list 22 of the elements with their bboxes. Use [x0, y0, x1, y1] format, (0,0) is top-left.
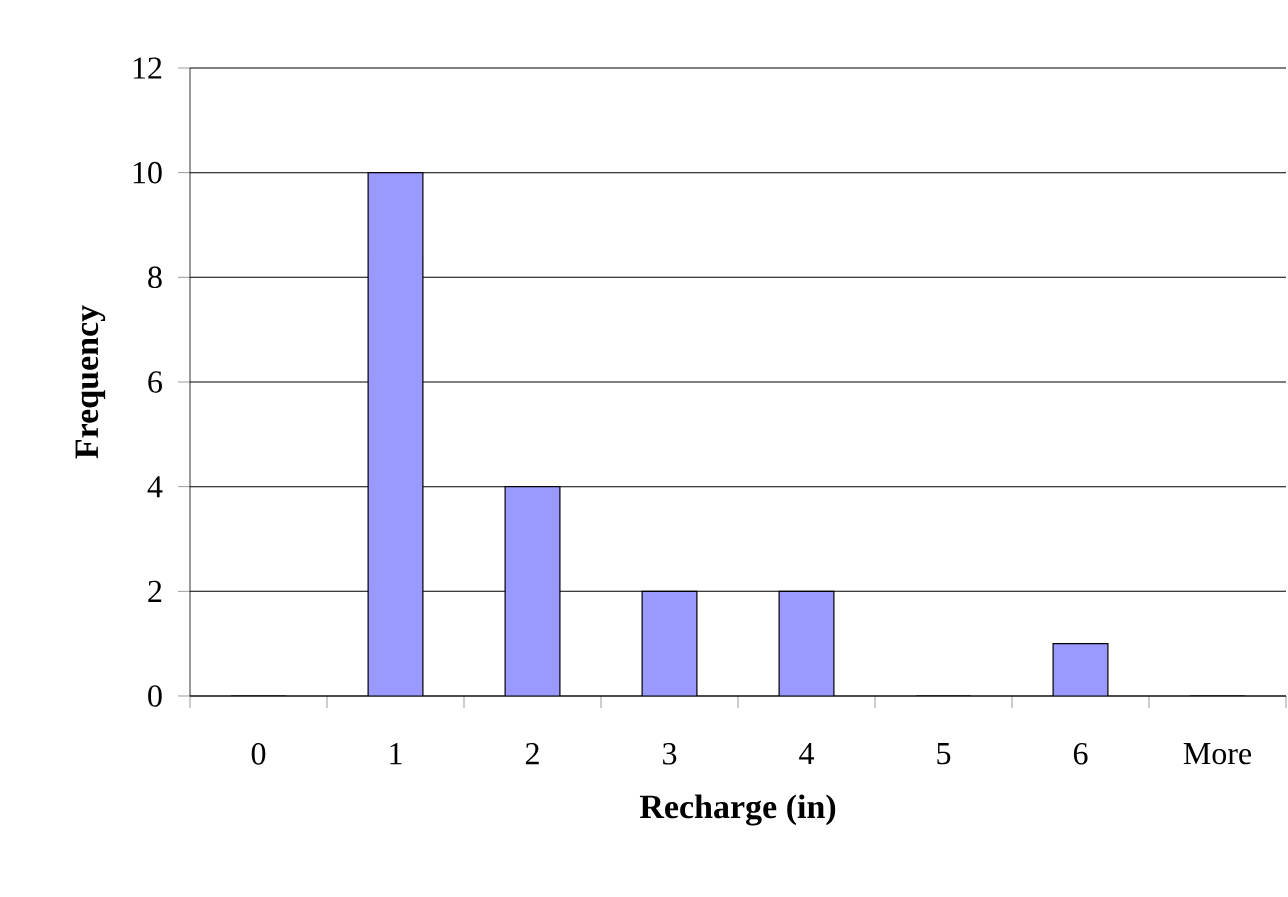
y-tick-label: 12: [133, 57, 162, 79]
bar: [504, 486, 561, 696]
x-tick-label: 2: [525, 743, 539, 765]
y-tick-label: 4: [147, 476, 163, 498]
x-tick-label: 4: [799, 743, 815, 765]
y-tick-label: 10: [133, 161, 162, 184]
x-tick-label: 3: [663, 743, 677, 765]
y-tick-label: 2: [148, 580, 162, 602]
y-axis-title: Frequency: [75, 305, 106, 459]
x-tick-label: 1: [390, 743, 402, 765]
x-axis-title: Recharge (in): [639, 794, 836, 826]
x-tick-label: 5: [937, 743, 951, 765]
x-tick-label: 6: [1073, 743, 1088, 765]
x-tick-label: 0: [251, 743, 266, 765]
bar: [778, 590, 835, 696]
bar: [641, 590, 698, 696]
y-tick-label: 6: [148, 371, 162, 393]
y-tick-label: 8: [148, 266, 162, 289]
x-tick-label: More: [1183, 743, 1252, 765]
y-tick-label: 0: [148, 685, 162, 707]
bar: [367, 172, 424, 696]
bar: [1052, 643, 1109, 696]
